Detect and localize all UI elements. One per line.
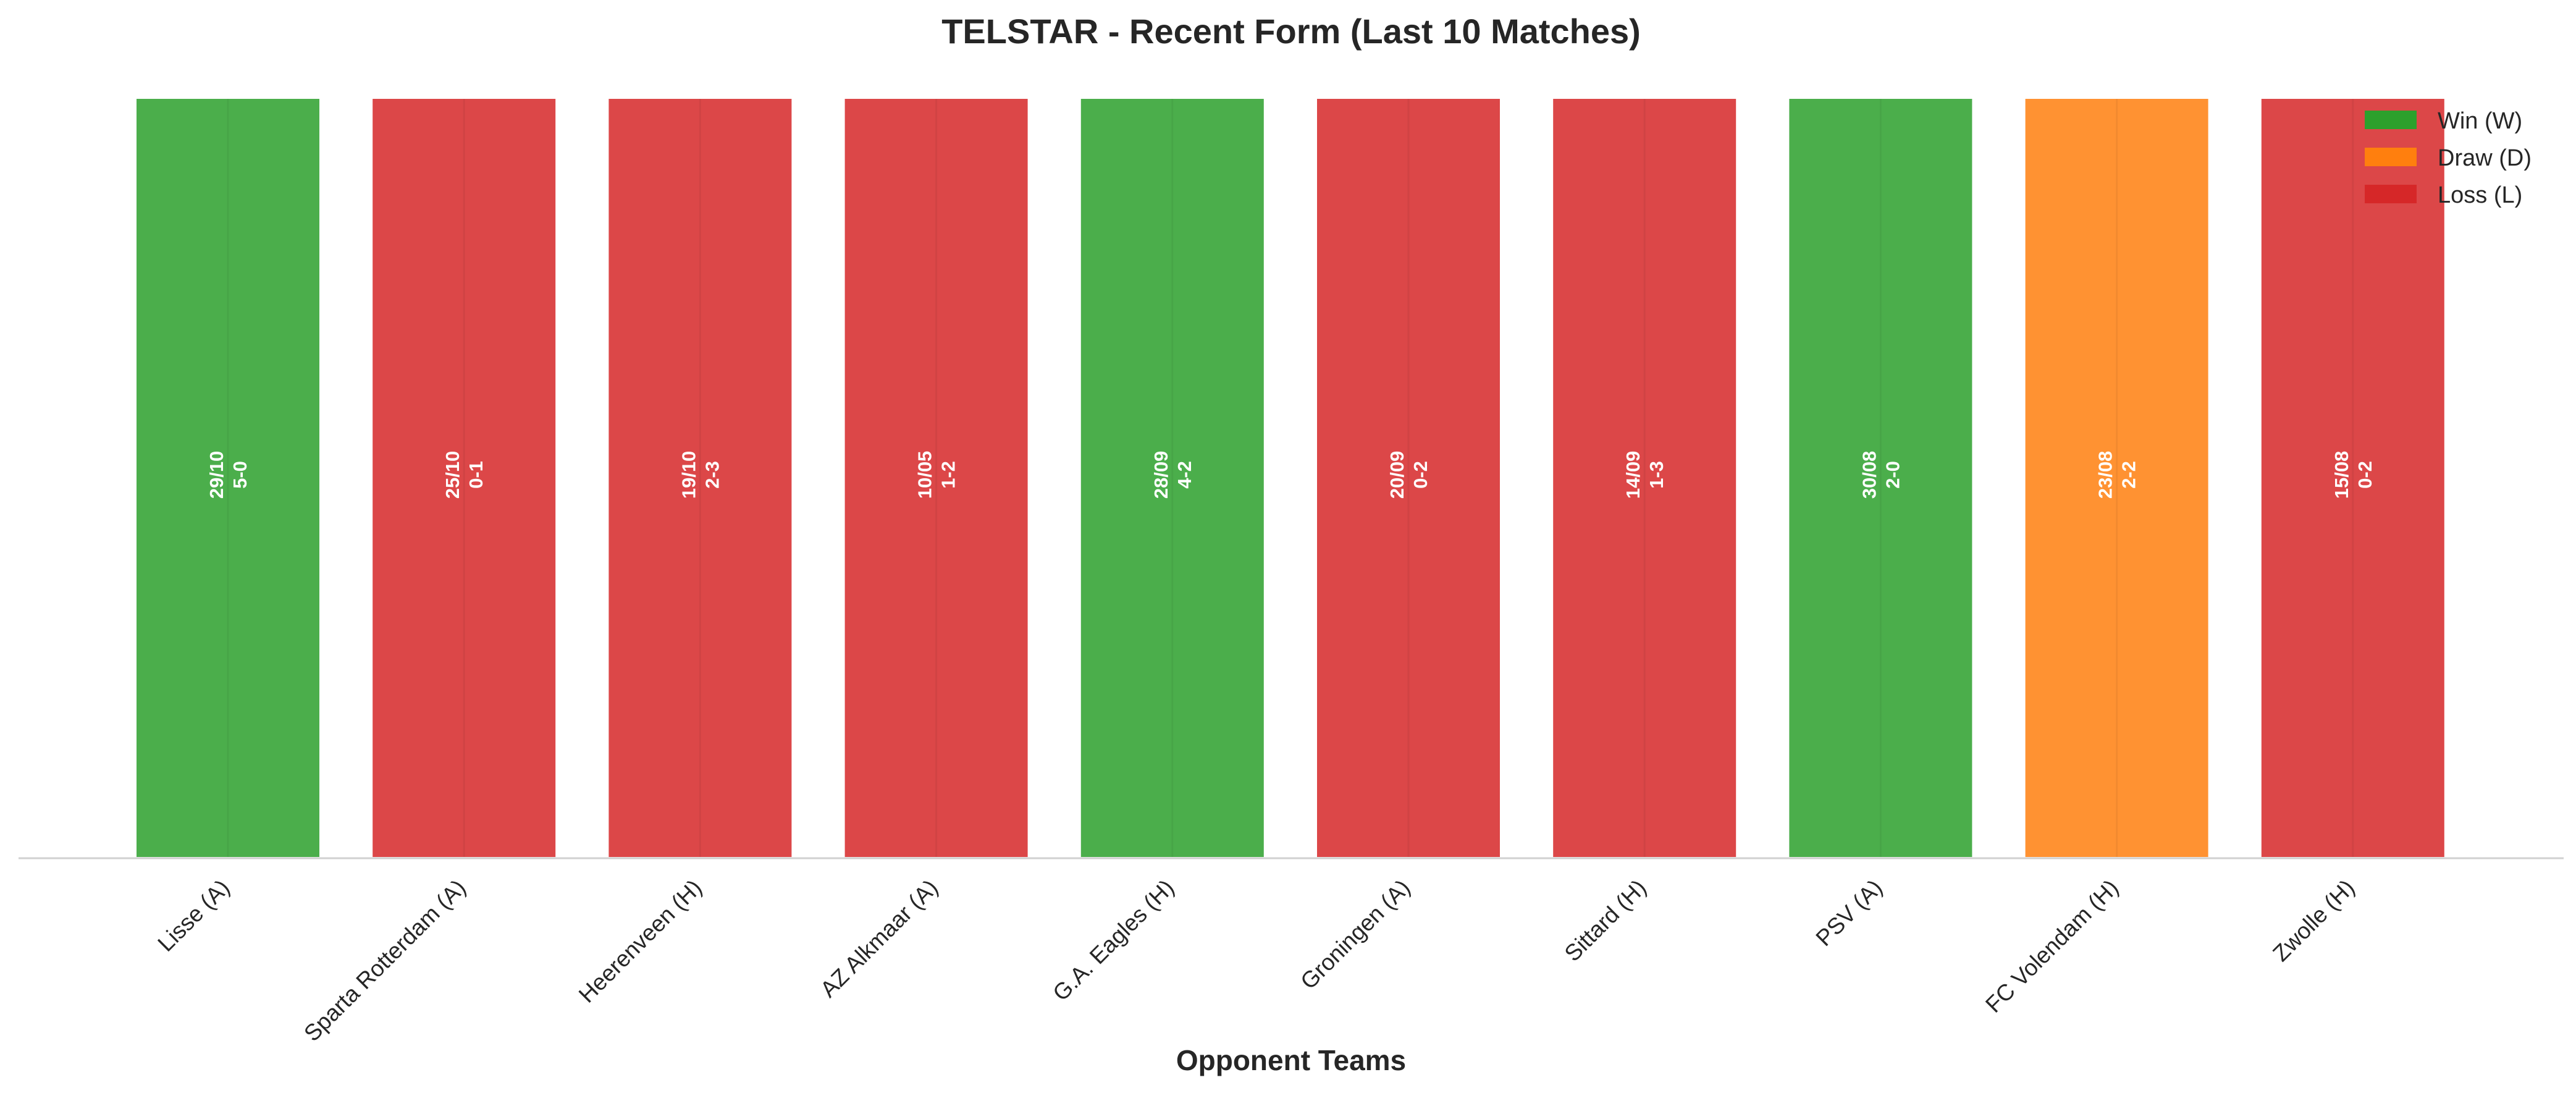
legend-swatch [2365,185,2417,203]
bar [1078,96,1266,859]
x-tick-labels: Lisse (A) Sparta Rotterdam (A) Heerenveen … [153,875,2359,1047]
bar-label: 25/100-1 [442,451,487,499]
x-tick-label: Groningen (A) [1295,875,1415,994]
x-tick-label: Zwolle (H) [2268,875,2359,966]
x-tick-label: G.A. Eagles (H) [1048,875,1179,1006]
bar-label: 28/094-2 [1150,451,1195,499]
bar-label-date: 29/10 [206,451,227,499]
bar-label-score: 2-2 [2118,461,2140,489]
chart-title: TELSTAR - Recent Form (Last 10 Matches) [941,12,1641,51]
legend-swatch [2365,111,2417,129]
bar-label-score: 2-3 [701,461,723,489]
bar-label: 23/082-2 [2095,451,2140,499]
bar-label-score: 1-3 [1646,461,1667,489]
x-tick-label: Sittard (H) [1560,875,1651,966]
bar-label-date: 28/09 [1150,451,1172,499]
x-tick-label: PSV (A) [1811,875,1887,951]
bar-label-date: 25/10 [442,451,463,499]
legend: Win (W) Draw (D) Loss (L) [2365,108,2532,208]
legend-swatch [2365,148,2417,166]
bar-label-score: 0-1 [465,461,487,489]
bar-label-date: 20/09 [1386,451,1408,499]
bar-label: 19/102-3 [678,451,723,499]
bar-label-score: 4-2 [1174,461,1195,489]
bar [1315,96,1502,859]
x-tick-label: Sparta Rotterdam (A) [299,875,471,1047]
bar-labels-group: 29/105-0 25/100-1 19/102-3 10/051-2 28/094-2… [206,451,2376,499]
bar-label-score: 5-0 [229,461,251,489]
bar-label-score: 0-2 [2354,461,2376,489]
bar-label-score: 0-2 [1410,461,1431,489]
bar-label: 15/080-2 [2331,451,2376,499]
legend-label: Win (W) [2438,108,2522,134]
bars-group [134,96,2447,859]
bar-label-date: 30/08 [1858,451,1880,499]
bar [1787,96,1975,859]
bar-label-date: 15/08 [2331,451,2352,499]
legend-label: Loss (L) [2438,182,2522,208]
bar-label: 20/090-2 [1386,451,1431,499]
bar [842,96,1030,859]
x-axis-label: Opponent Teams [1176,1044,1406,1076]
x-tick-label: Lisse (A) [153,875,234,956]
x-tick-label: Heerenveen (H) [574,875,707,1008]
bar-label-date: 10/05 [914,451,936,499]
bar [370,96,558,859]
bar-label-date: 19/10 [678,451,699,499]
bar-label-score: 2-0 [1882,461,1903,489]
bar [134,96,322,859]
x-tick-label: AZ Alkmaar (A) [815,875,943,1002]
bar-label: 29/105-0 [206,451,251,499]
x-tick-label: FC Volendam (H) [1980,875,2123,1018]
bar [1551,96,1739,859]
bar-label-date: 14/09 [1622,451,1644,499]
bar-label: 14/091-3 [1622,451,1667,499]
bar-label: 30/082-0 [1858,451,1903,499]
bar [606,96,794,859]
bar [2258,96,2447,859]
legend-label: Draw (D) [2438,145,2532,171]
bar-label-score: 1-2 [938,461,959,489]
bar-label: 10/051-2 [914,451,959,499]
bar-label-date: 23/08 [2095,451,2116,499]
